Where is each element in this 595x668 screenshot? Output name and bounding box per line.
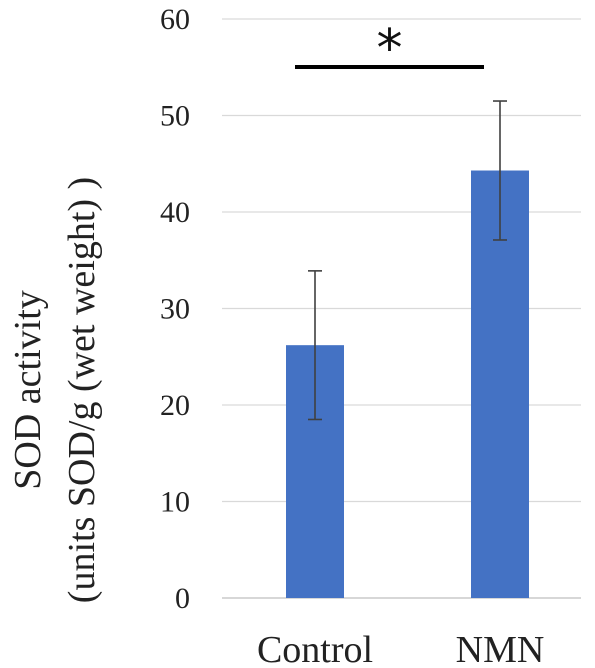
- x-axis-categories: Control NMN: [257, 629, 544, 668]
- y-axis-title-line-1: SOD activity: [7, 290, 49, 489]
- y-tick-label: 20: [160, 389, 190, 422]
- x-category-label-nmn: NMN: [456, 629, 545, 668]
- y-axis-title-line-2: (units SOD/g (wet weight) ): [61, 177, 103, 603]
- y-tick-label: 10: [160, 486, 190, 519]
- error-bar-control: [308, 270, 322, 421]
- gridlines: [222, 18, 581, 599]
- bar-nmn: [471, 170, 529, 598]
- bars: [286, 170, 529, 598]
- error-bars: [308, 100, 507, 421]
- significance-star: *: [377, 19, 403, 79]
- y-tick-label: 30: [160, 293, 190, 326]
- error-bar-nmn: [493, 100, 507, 241]
- y-tick-label: 40: [160, 196, 190, 229]
- y-tick-label: 50: [160, 100, 190, 133]
- y-axis-title: SOD activity (units SOD/g (wet weight) ): [7, 177, 103, 603]
- x-category-label-control: Control: [257, 629, 373, 668]
- y-axis-ticks: 0 10 20 30 40 50 60: [160, 3, 190, 615]
- y-tick-label: 60: [160, 3, 190, 36]
- y-tick-label: 0: [175, 582, 190, 615]
- significance-annotation: *: [295, 19, 484, 79]
